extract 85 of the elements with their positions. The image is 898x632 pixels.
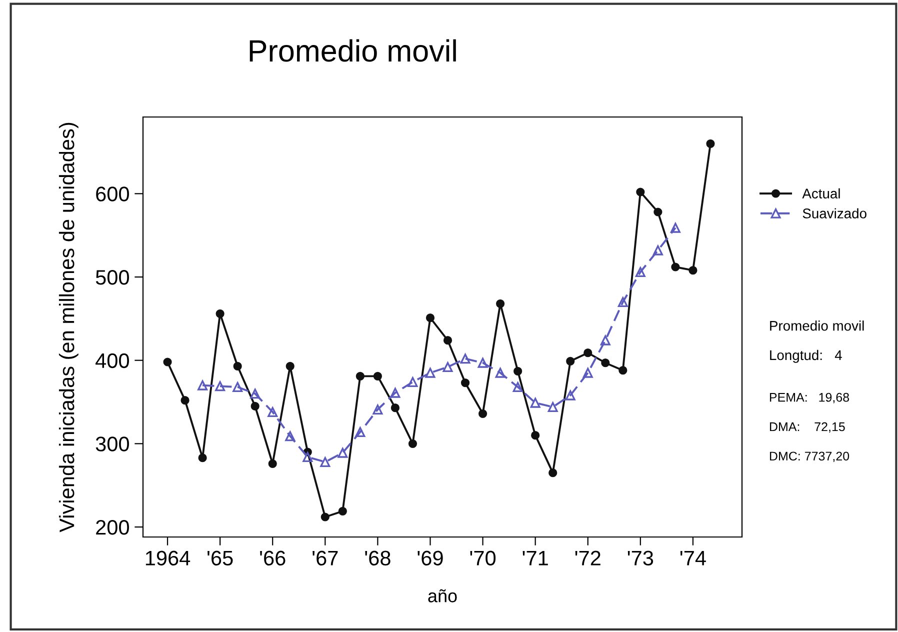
y-tick-label: 200 — [96, 520, 129, 535]
point — [390, 388, 400, 398]
point — [285, 431, 296, 442]
y-axis-title: Vivienda iniciadas (en millones de unidades) — [58, 122, 78, 532]
point — [618, 366, 628, 375]
point — [250, 388, 260, 399]
point — [548, 468, 558, 478]
point — [390, 404, 400, 412]
point — [478, 409, 488, 418]
x-tick-label: '73 — [628, 550, 654, 566]
point — [601, 358, 610, 368]
chart-title: Promedio movil — [250, 39, 456, 62]
point — [408, 439, 418, 448]
x-tick-label: 1964 — [146, 550, 190, 566]
x-tick-label: '65 — [208, 550, 233, 566]
point — [372, 404, 383, 414]
x-tick-label: '71 — [522, 550, 548, 566]
point — [215, 381, 226, 392]
point — [425, 368, 436, 378]
point — [232, 382, 243, 392]
text: Longtud: 4 — [770, 350, 842, 363]
point — [216, 309, 224, 318]
point — [408, 377, 418, 387]
point — [531, 431, 540, 440]
point — [512, 382, 523, 392]
point — [356, 372, 364, 380]
point — [706, 139, 715, 148]
point — [566, 356, 575, 366]
point — [198, 380, 208, 390]
point — [320, 457, 330, 467]
point — [268, 407, 278, 417]
point — [671, 262, 680, 272]
point — [654, 208, 662, 216]
y-tick-label: 600 — [96, 186, 129, 202]
point — [600, 335, 610, 346]
point — [180, 396, 190, 405]
point — [582, 368, 593, 378]
text: PEMA: 19,68 — [770, 392, 850, 404]
point — [373, 372, 382, 380]
point — [496, 299, 505, 308]
point — [635, 267, 646, 277]
point — [442, 362, 453, 372]
point — [495, 368, 506, 378]
point — [514, 366, 522, 376]
point — [618, 297, 628, 307]
point — [268, 459, 277, 468]
point — [670, 222, 680, 233]
x-tick-label: '74 — [680, 550, 706, 566]
x-tick-label: '72 — [575, 550, 600, 566]
x-tick-label: '66 — [260, 550, 286, 566]
point — [163, 358, 172, 366]
point — [233, 362, 242, 370]
text: Promedio movil — [770, 320, 864, 331]
point — [548, 402, 558, 412]
point — [565, 390, 576, 400]
point — [320, 512, 330, 522]
point — [302, 452, 313, 462]
point — [338, 506, 347, 516]
point — [286, 362, 294, 370]
point — [338, 448, 348, 458]
point — [584, 348, 592, 358]
legend-label: Suavizado — [802, 208, 866, 218]
y-tick-label: 500 — [96, 270, 129, 285]
point — [478, 358, 488, 368]
point — [355, 427, 366, 437]
point — [198, 454, 207, 462]
point — [460, 378, 470, 388]
y-tick-label: 300 — [96, 436, 129, 452]
point — [688, 266, 698, 275]
x-tick-label: '67 — [312, 550, 338, 566]
x-tick-label: '70 — [470, 550, 496, 566]
text: DMA: 72,15 — [770, 422, 845, 433]
point — [530, 398, 540, 408]
text: DMC: 7737,20 — [770, 452, 850, 462]
y-tick-label: 400 — [96, 353, 129, 368]
point — [426, 314, 435, 322]
point — [460, 354, 470, 364]
x-tick-label: '68 — [365, 550, 390, 566]
x-axis-title: año — [428, 589, 457, 602]
point — [250, 402, 260, 410]
point — [636, 188, 645, 196]
point — [443, 336, 452, 345]
x-tick-label: '69 — [418, 550, 443, 566]
legend-label: Actual — [802, 188, 840, 198]
point — [652, 245, 663, 256]
